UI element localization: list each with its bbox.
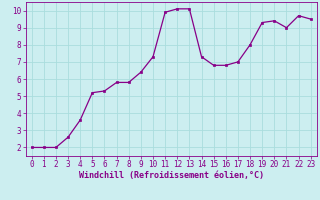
X-axis label: Windchill (Refroidissement éolien,°C): Windchill (Refroidissement éolien,°C) xyxy=(79,171,264,180)
